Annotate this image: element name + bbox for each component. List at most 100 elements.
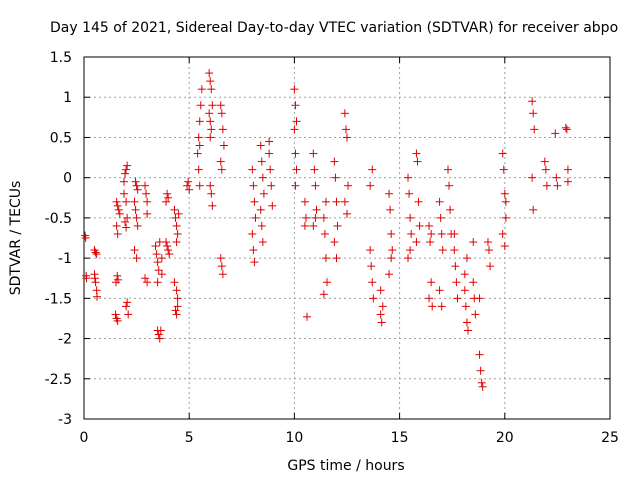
data-point bbox=[172, 286, 181, 295]
x-tick-label: 15 bbox=[391, 430, 409, 446]
data-point bbox=[332, 254, 341, 263]
data-point bbox=[82, 274, 91, 283]
data-point bbox=[249, 181, 258, 190]
data-point bbox=[248, 229, 257, 238]
data-point bbox=[463, 326, 472, 335]
data-point bbox=[290, 85, 299, 94]
data-point bbox=[377, 318, 386, 327]
data-point bbox=[477, 378, 486, 387]
data-point bbox=[500, 189, 509, 198]
data-point bbox=[500, 242, 509, 251]
data-point bbox=[475, 350, 484, 359]
y-tick-label: -1.5 bbox=[45, 291, 72, 307]
data-point bbox=[312, 205, 321, 214]
data-point bbox=[113, 316, 122, 325]
data-point bbox=[121, 169, 130, 178]
data-point bbox=[469, 278, 478, 287]
data-point bbox=[425, 221, 434, 230]
plot-area-frame bbox=[83, 56, 611, 420]
data-point bbox=[435, 286, 444, 295]
data-point bbox=[216, 101, 225, 110]
data-point bbox=[368, 278, 377, 287]
data-point bbox=[121, 217, 130, 226]
data-point bbox=[143, 197, 152, 206]
data-point bbox=[132, 181, 141, 190]
data-point bbox=[251, 213, 260, 222]
data-point bbox=[206, 181, 215, 190]
data-point bbox=[171, 306, 180, 315]
data-point bbox=[387, 254, 396, 263]
data-point bbox=[367, 262, 376, 271]
data-point bbox=[123, 161, 132, 170]
data-point bbox=[217, 109, 226, 118]
data-point bbox=[462, 318, 471, 327]
data-point bbox=[330, 238, 339, 247]
data-point bbox=[486, 262, 495, 271]
data-point bbox=[333, 221, 342, 230]
data-point bbox=[207, 125, 216, 134]
data-point bbox=[478, 382, 487, 391]
data-point bbox=[540, 157, 549, 166]
data-point bbox=[122, 165, 131, 174]
data-point bbox=[529, 109, 538, 118]
data-point bbox=[115, 209, 124, 218]
data-point bbox=[206, 117, 215, 126]
data-point bbox=[551, 129, 560, 138]
data-point bbox=[311, 181, 320, 190]
data-point bbox=[340, 109, 349, 118]
x-tick-label: 5 bbox=[185, 430, 194, 446]
data-point bbox=[152, 250, 161, 259]
data-point bbox=[451, 262, 460, 271]
data-point bbox=[143, 209, 152, 218]
data-point bbox=[218, 125, 227, 134]
data-point bbox=[122, 302, 131, 311]
data-point bbox=[529, 205, 538, 214]
data-point bbox=[93, 292, 102, 301]
data-point bbox=[131, 177, 140, 186]
data-point bbox=[321, 197, 330, 206]
data-point bbox=[124, 310, 133, 319]
data-point bbox=[437, 229, 446, 238]
data-point bbox=[498, 149, 507, 158]
data-point bbox=[563, 165, 572, 174]
data-point bbox=[376, 286, 385, 295]
data-point bbox=[437, 302, 446, 311]
data-point bbox=[501, 197, 510, 206]
data-point bbox=[290, 125, 299, 134]
data-point bbox=[425, 294, 434, 303]
data-point bbox=[162, 197, 171, 206]
data-point bbox=[122, 197, 131, 206]
data-point bbox=[265, 149, 274, 158]
data-point bbox=[259, 189, 268, 198]
data-point bbox=[173, 294, 182, 303]
data-point bbox=[92, 250, 101, 259]
data-point bbox=[185, 185, 194, 194]
data-point bbox=[195, 141, 204, 150]
grid bbox=[84, 57, 610, 419]
y-tick-label: 0 bbox=[63, 171, 72, 187]
data-point bbox=[267, 181, 276, 190]
data-point bbox=[330, 157, 339, 166]
data-point bbox=[219, 141, 228, 150]
y-tick-label: 1 bbox=[63, 90, 72, 106]
data-point bbox=[217, 165, 226, 174]
data-point bbox=[154, 266, 163, 275]
data-point bbox=[426, 238, 435, 247]
data-point bbox=[218, 270, 227, 279]
data-point bbox=[112, 197, 121, 206]
data-point bbox=[113, 201, 122, 210]
data-point bbox=[195, 117, 204, 126]
data-point bbox=[499, 165, 508, 174]
data-point bbox=[154, 330, 163, 339]
data-point bbox=[205, 69, 214, 78]
data-point bbox=[541, 165, 550, 174]
data-point bbox=[366, 246, 375, 255]
data-point bbox=[385, 270, 394, 279]
data-point bbox=[257, 221, 266, 230]
data-point bbox=[469, 238, 478, 247]
data-point bbox=[156, 326, 165, 335]
data-point bbox=[310, 165, 319, 174]
data-point bbox=[445, 181, 454, 190]
data-point bbox=[563, 177, 572, 186]
data-point bbox=[206, 133, 215, 142]
